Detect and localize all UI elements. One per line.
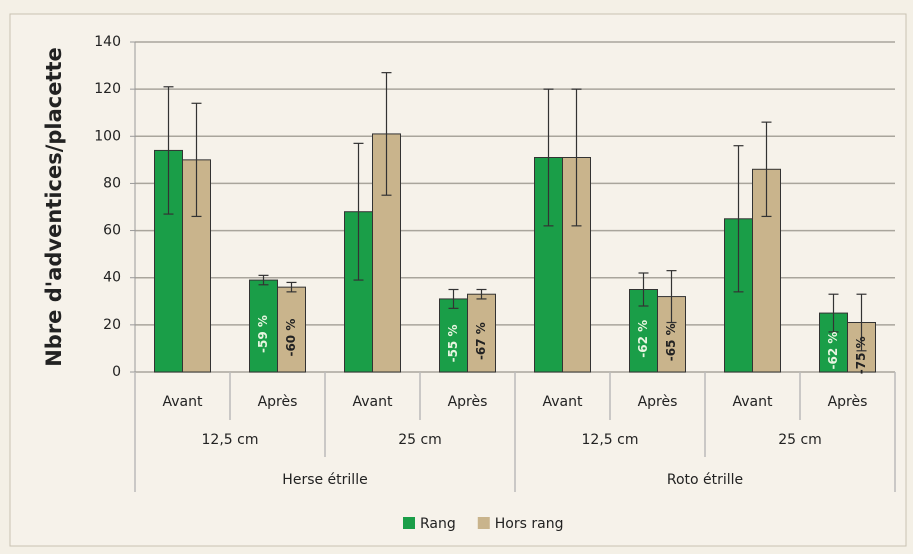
value-label: -60 % xyxy=(284,319,298,357)
x-tick-label: Avant xyxy=(163,394,203,410)
y-tick-label: 40 xyxy=(103,270,121,286)
y-tick-label: 100 xyxy=(94,128,121,144)
x-supergroup-label: Herse étrille xyxy=(282,472,367,488)
x-group-label: 12,5 cm xyxy=(202,432,259,448)
bar xyxy=(249,279,278,373)
bar xyxy=(467,293,496,373)
y-tick-label: 60 xyxy=(103,223,121,239)
value-label: -62 % xyxy=(826,332,840,370)
y-axis-label: Nbre d'adventices/placette xyxy=(42,47,66,367)
x-group-label: 25 cm xyxy=(778,432,822,448)
value-label: -59 % xyxy=(256,315,270,353)
x-group-label: 12,5 cm xyxy=(582,432,639,448)
legend-swatch xyxy=(477,517,490,529)
y-tick-label: 80 xyxy=(103,175,121,191)
x-group-label: 25 cm xyxy=(398,432,442,448)
x-supergroup-label: Roto étrille xyxy=(667,472,743,488)
legend-label: Rang xyxy=(420,516,456,532)
y-tick-label: 120 xyxy=(94,81,121,97)
x-tick-label: Avant xyxy=(733,394,773,410)
x-tick-label: Après xyxy=(258,394,298,410)
x-tick-label: Après xyxy=(448,394,488,410)
value-label: -75 % xyxy=(854,336,868,374)
y-tick-label: 20 xyxy=(103,317,121,333)
x-tick-label: Avant xyxy=(353,394,393,410)
y-tick-label: 140 xyxy=(94,34,121,50)
bar xyxy=(277,286,306,373)
bar xyxy=(629,289,658,373)
legend-swatch xyxy=(403,517,415,529)
y-tick-label: 0 xyxy=(112,364,121,380)
x-tick-label: Après xyxy=(828,394,868,410)
x-tick-label: Avant xyxy=(543,394,583,410)
x-tick-label: Après xyxy=(638,394,678,410)
legend-label: Hors rang xyxy=(495,516,564,532)
value-label: -65 % xyxy=(664,323,678,361)
value-label: -55 % xyxy=(446,325,460,363)
value-label: -67 % xyxy=(474,322,488,360)
bar xyxy=(439,298,468,373)
value-label: -62 % xyxy=(636,320,650,358)
